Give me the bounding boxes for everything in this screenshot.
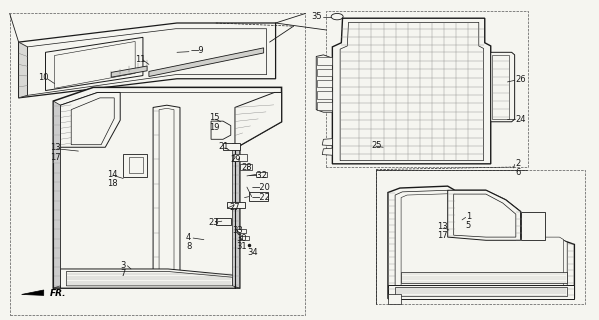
Polygon shape (492, 55, 509, 119)
Text: FR.: FR. (50, 289, 66, 298)
Text: 7: 7 (120, 269, 126, 278)
Text: 26: 26 (516, 75, 527, 84)
Text: 33: 33 (232, 226, 243, 235)
Text: 18: 18 (107, 180, 117, 188)
Polygon shape (388, 186, 574, 299)
Polygon shape (53, 101, 60, 288)
Polygon shape (317, 102, 332, 110)
Polygon shape (317, 91, 332, 99)
Polygon shape (123, 154, 147, 177)
Polygon shape (216, 218, 231, 225)
Polygon shape (149, 48, 264, 76)
Text: 11: 11 (135, 54, 146, 63)
Text: 4: 4 (186, 233, 191, 242)
Text: 25: 25 (371, 141, 382, 150)
Polygon shape (111, 66, 147, 77)
Text: 34: 34 (247, 248, 258, 257)
Polygon shape (237, 228, 246, 233)
Polygon shape (340, 22, 483, 161)
Polygon shape (159, 108, 174, 284)
Text: 15: 15 (208, 114, 219, 123)
Polygon shape (395, 190, 567, 296)
Polygon shape (53, 87, 282, 288)
Text: —9: —9 (190, 46, 204, 55)
Text: 21: 21 (219, 142, 229, 151)
Polygon shape (211, 121, 231, 139)
Polygon shape (332, 18, 491, 164)
Polygon shape (226, 202, 244, 208)
Polygon shape (22, 290, 44, 295)
Text: 13: 13 (50, 143, 61, 152)
Polygon shape (256, 172, 267, 177)
Polygon shape (401, 272, 567, 283)
Polygon shape (388, 294, 401, 304)
Polygon shape (322, 139, 332, 146)
Polygon shape (401, 194, 564, 294)
Text: 28: 28 (241, 164, 252, 172)
Text: 10: 10 (38, 73, 49, 82)
Polygon shape (491, 52, 515, 122)
Polygon shape (71, 98, 114, 145)
Text: —20: —20 (252, 183, 271, 192)
Polygon shape (235, 92, 282, 146)
Polygon shape (447, 190, 521, 240)
Polygon shape (55, 42, 135, 88)
Text: 2: 2 (516, 159, 521, 168)
Text: 5: 5 (465, 221, 471, 230)
Polygon shape (317, 80, 332, 87)
Polygon shape (129, 157, 143, 173)
Text: 8: 8 (186, 242, 191, 251)
Polygon shape (521, 212, 544, 240)
Text: 35: 35 (311, 12, 322, 21)
Text: 17: 17 (50, 153, 61, 162)
Text: 24: 24 (516, 115, 527, 124)
Text: 31: 31 (237, 242, 247, 251)
Polygon shape (19, 23, 276, 98)
Polygon shape (240, 164, 252, 170)
Polygon shape (46, 37, 143, 91)
Text: 13: 13 (437, 222, 447, 231)
Polygon shape (240, 236, 249, 240)
Polygon shape (19, 42, 28, 98)
Text: 6: 6 (516, 168, 521, 177)
Polygon shape (317, 68, 332, 76)
Polygon shape (60, 92, 274, 286)
Polygon shape (316, 55, 332, 112)
Text: 27: 27 (229, 203, 240, 212)
Polygon shape (60, 269, 235, 288)
Polygon shape (317, 57, 332, 65)
Text: 3: 3 (120, 261, 126, 270)
Polygon shape (322, 148, 332, 155)
Polygon shape (60, 92, 120, 147)
Text: 14: 14 (107, 170, 117, 179)
Polygon shape (453, 194, 516, 237)
Polygon shape (388, 285, 574, 299)
Text: 19: 19 (208, 123, 219, 132)
Polygon shape (395, 287, 567, 296)
Text: 30: 30 (237, 234, 247, 243)
Text: —22: —22 (252, 193, 271, 202)
Polygon shape (153, 105, 180, 286)
Polygon shape (223, 143, 240, 150)
Polygon shape (249, 193, 268, 201)
Polygon shape (232, 154, 247, 161)
Text: 23: 23 (208, 218, 219, 227)
Text: 29: 29 (231, 155, 241, 164)
Polygon shape (28, 29, 267, 95)
Polygon shape (232, 143, 240, 288)
Text: 17: 17 (437, 231, 447, 240)
Polygon shape (66, 271, 232, 286)
Text: 1: 1 (465, 212, 471, 221)
Text: —32: —32 (249, 172, 268, 180)
